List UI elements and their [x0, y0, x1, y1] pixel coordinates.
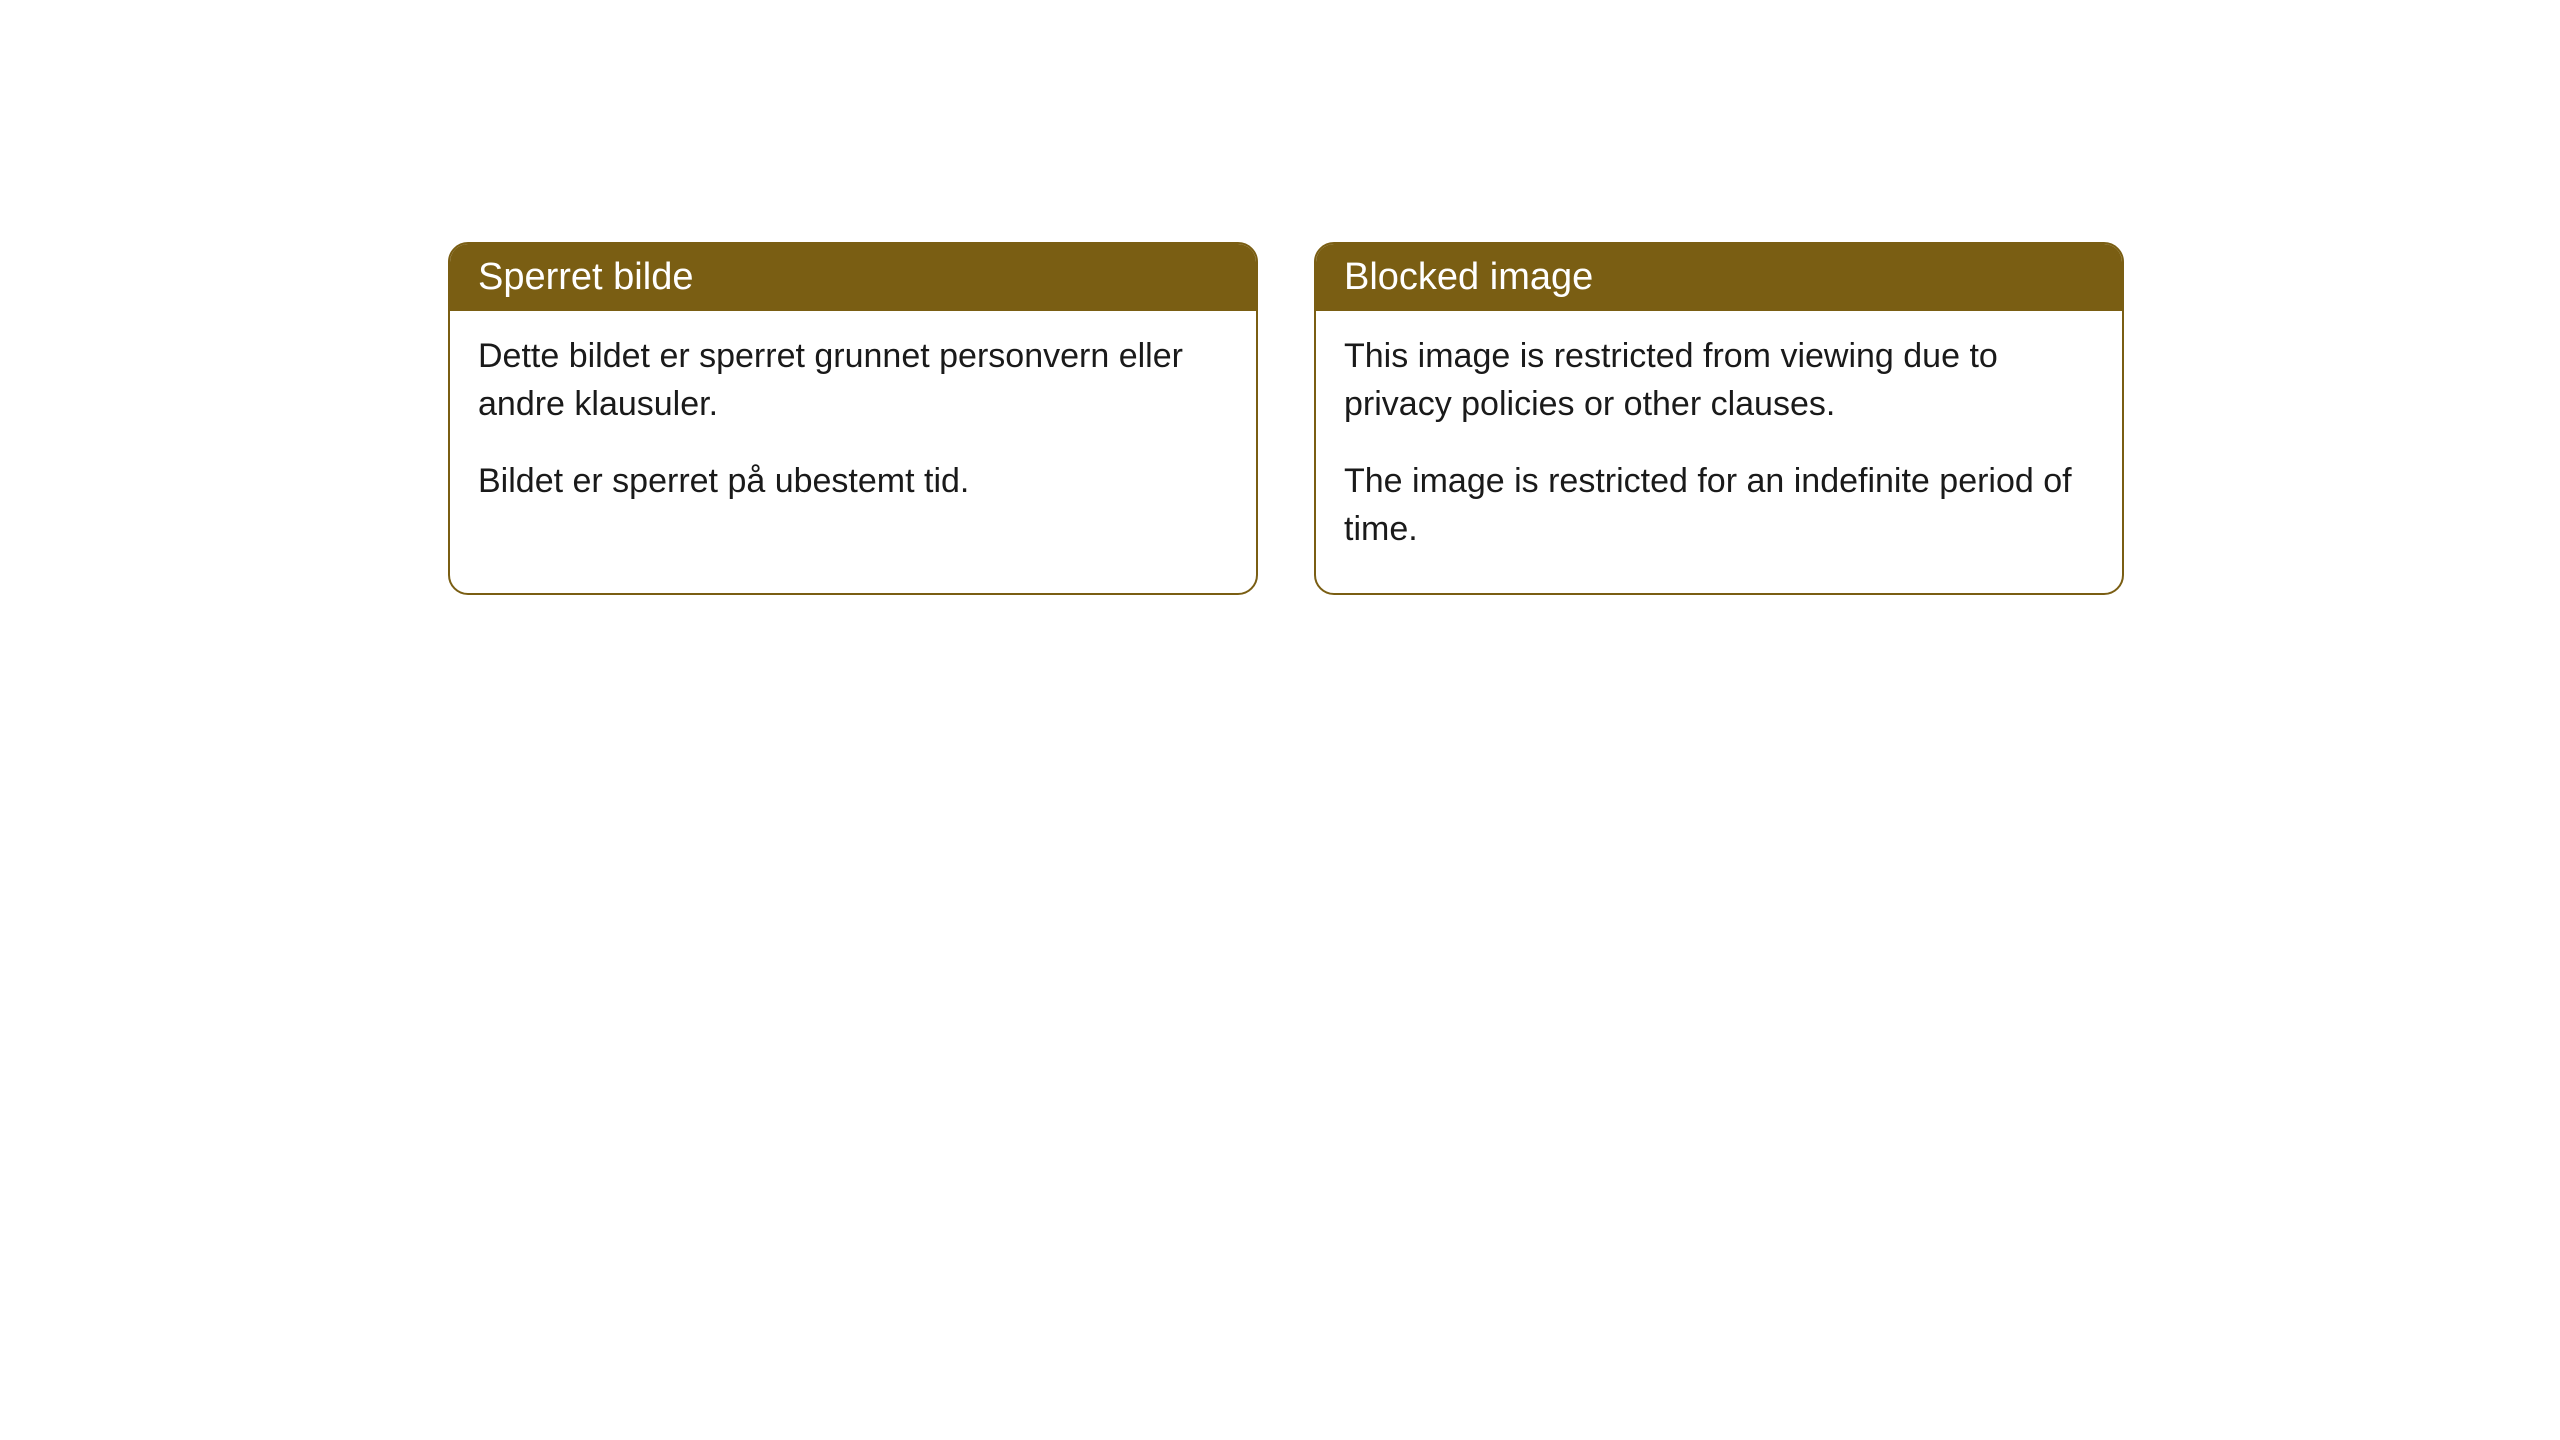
card-body-norwegian: Dette bildet er sperret grunnet personve… [450, 311, 1256, 546]
blocked-image-card-norwegian: Sperret bilde Dette bildet er sperret gr… [448, 242, 1258, 595]
card-text-norwegian-reason: Dette bildet er sperret grunnet personve… [478, 333, 1228, 428]
card-header-norwegian: Sperret bilde [450, 244, 1256, 311]
notice-cards-container: Sperret bilde Dette bildet er sperret gr… [448, 242, 2124, 595]
card-body-english: This image is restricted from viewing du… [1316, 311, 2122, 593]
card-text-english-reason: This image is restricted from viewing du… [1344, 333, 2094, 428]
card-text-english-duration: The image is restricted for an indefinit… [1344, 458, 2094, 553]
card-title-norwegian: Sperret bilde [478, 256, 693, 298]
card-text-norwegian-duration: Bildet er sperret på ubestemt tid. [478, 458, 1228, 506]
blocked-image-card-english: Blocked image This image is restricted f… [1314, 242, 2124, 595]
card-header-english: Blocked image [1316, 244, 2122, 311]
card-title-english: Blocked image [1344, 256, 1593, 298]
